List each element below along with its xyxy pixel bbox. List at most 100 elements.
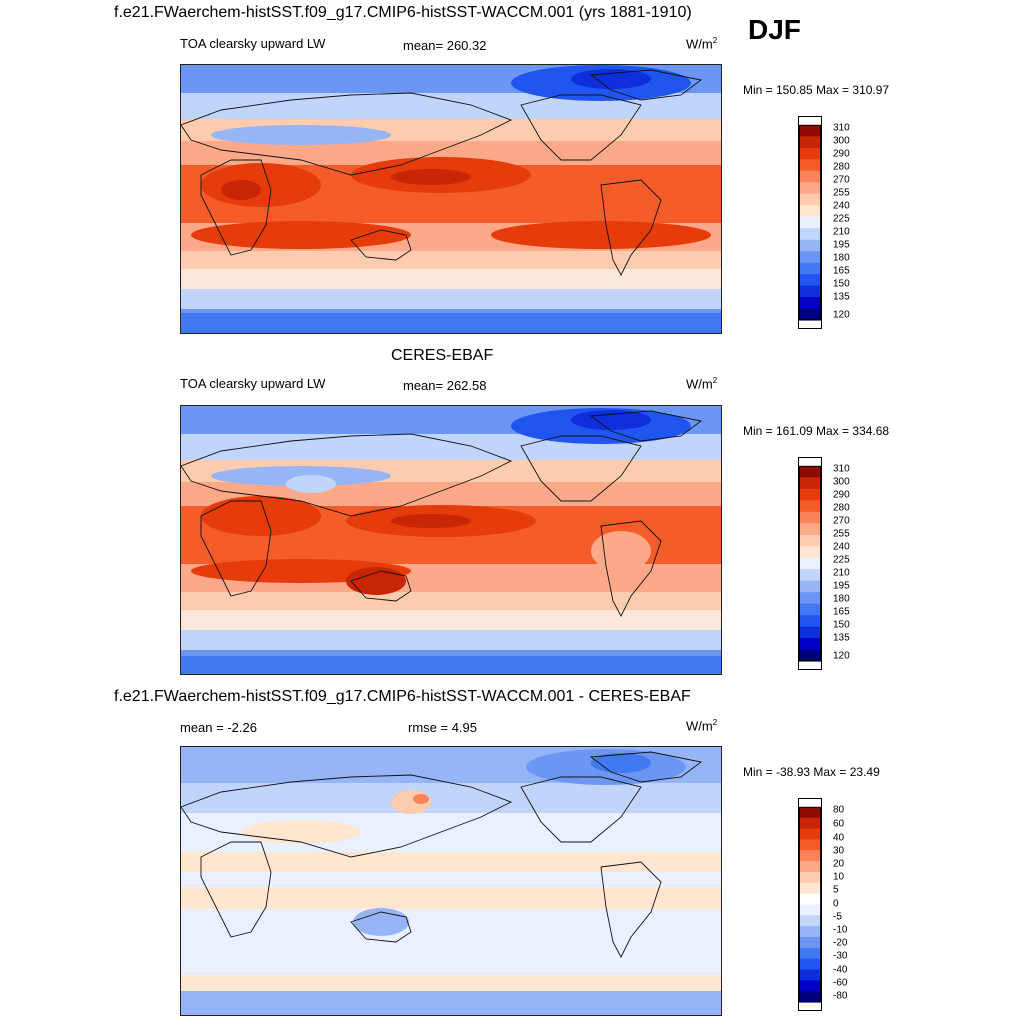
colorbar-swatch [799,915,821,927]
colorbar-swatch [799,569,821,582]
season-label: DJF [748,14,801,45]
colorbar-swatch [799,958,821,971]
colorbar-swatch [799,937,821,949]
colorbar-tick-label: 180 [833,593,850,605]
colorbar-swatch [799,546,821,559]
colorbar-tick-label: 280 [833,161,850,173]
colorbar-tick-label: 5 [833,884,839,896]
colorbar-swatch [799,465,821,478]
colorbar-swatch [799,182,821,195]
colorbar-tick-label: 80 [833,804,845,816]
colorbar-swatch [799,159,821,172]
colorbar-swatch [799,488,821,501]
colorbar-tick-label: 255 [833,187,850,199]
colorbar-swatch [799,828,821,840]
colorbar-swatch [799,477,821,490]
colorbar-tick-label: 20 [833,858,845,870]
colorbar-swatch [799,626,821,639]
colorbar-swatch [799,806,821,819]
colorbar-swatch [799,638,821,651]
colorbar-tick-label: 40 [833,832,845,844]
model-map [180,64,722,334]
colorbar-tick-label: 120 [833,650,850,662]
colorbar-swatch [799,649,821,662]
colorbar-tick-label: 150 [833,278,850,290]
colorbar-tick-label: 135 [833,291,850,303]
colorbar-swatch [799,603,821,616]
colorbar-swatch [799,523,821,536]
colorbar-tick-label: 210 [833,226,850,238]
colorbar-swatch [799,882,821,895]
colorbar-tick-label: 255 [833,528,850,540]
colorbar-tick-label: 310 [833,122,850,134]
colorbar-tick-label: 300 [833,135,850,147]
colorbar-swatch [799,228,821,241]
colorbar-swatch [799,557,821,570]
colorbar-tick-label: 240 [833,200,850,212]
colorbar-tick-label: -40 [833,964,848,976]
colorbar-tick-label: 290 [833,489,850,501]
colorbar-tick-label: 180 [833,252,850,264]
colorbar-swatch [799,216,821,229]
colorbar-swatch [799,839,821,851]
obs-variable-label: TOA clearsky upward LW [180,376,326,391]
colorbar-swatch [799,980,821,992]
colorbar-swatch [799,871,821,884]
colorbar-tick-label: 120 [833,309,850,321]
colorbar-swatch [799,947,821,960]
obs-map-field [181,406,721,674]
obs-units-label: W/m2 [686,376,718,392]
model-mean-label: mean= 260.32 [403,38,487,53]
colorbar-tick-label: 240 [833,541,850,553]
colorbar-frame [799,124,821,321]
colorbar-swatch [799,817,821,830]
colorbar-swatch [799,534,821,547]
colorbar-swatch [799,615,821,628]
colorbar-tick-label: 225 [833,554,850,566]
colorbar-tick-label: -80 [833,990,848,1002]
colorbar-tick-label: 310 [833,463,850,475]
colorbar-tick-label: -20 [833,937,848,949]
colorbar-tick-label: -30 [833,950,848,962]
diff-mean-label: mean = -2.26 [180,720,257,735]
colorbar-frame [799,806,821,1003]
colorbar-tick-label: 60 [833,818,845,830]
diff-colorbar-swatches [798,798,822,1011]
colorbar-swatch [799,580,821,593]
colorbar-swatch [799,850,821,862]
colorbar-swatch [799,969,821,981]
colorbar-frame [799,465,821,662]
diff-units-label: W/m2 [686,718,718,734]
colorbar-tick-label: 150 [833,619,850,631]
colorbar-swatch [799,170,821,183]
model-panel-title: f.e21.FWaerchem-histSST.f09_g17.CMIP6-hi… [114,4,692,21]
colorbar-swatch [799,592,821,605]
colorbar-tick-label: 300 [833,476,850,488]
colorbar-swatch [799,297,821,310]
obs-minmax-label: Min = 161.09 Max = 334.68 [743,424,890,438]
colorbar-swatch [799,926,821,938]
colorbar-swatch [799,251,821,264]
obs-colorbar-swatches [798,457,822,670]
model-colorbar-swatches [798,116,822,329]
colorbar-tick-label: 270 [833,174,850,186]
colorbar-tick-label: 210 [833,567,850,579]
diff-map [180,746,722,1016]
colorbar-swatch [799,193,821,206]
colorbar-tick-label: 165 [833,265,850,277]
colorbar-tick-label: 290 [833,148,850,160]
colorbar-swatch [799,308,821,321]
colorbar-tick-label: 280 [833,502,850,514]
colorbar-swatch [799,861,821,873]
colorbar-swatch [799,136,821,149]
diff-rmse-label: rmse = 4.95 [408,720,478,735]
colorbar-swatch [799,991,821,1003]
colorbar-tick-label: 225 [833,213,850,225]
obs-map [180,405,722,675]
colorbar-swatch [799,124,821,137]
colorbar-tick-label: 195 [833,580,850,592]
colorbar-swatch [799,511,821,524]
colorbar-swatch [799,500,821,513]
colorbar-swatch [799,205,821,218]
colorbar-tick-label: 270 [833,515,850,527]
